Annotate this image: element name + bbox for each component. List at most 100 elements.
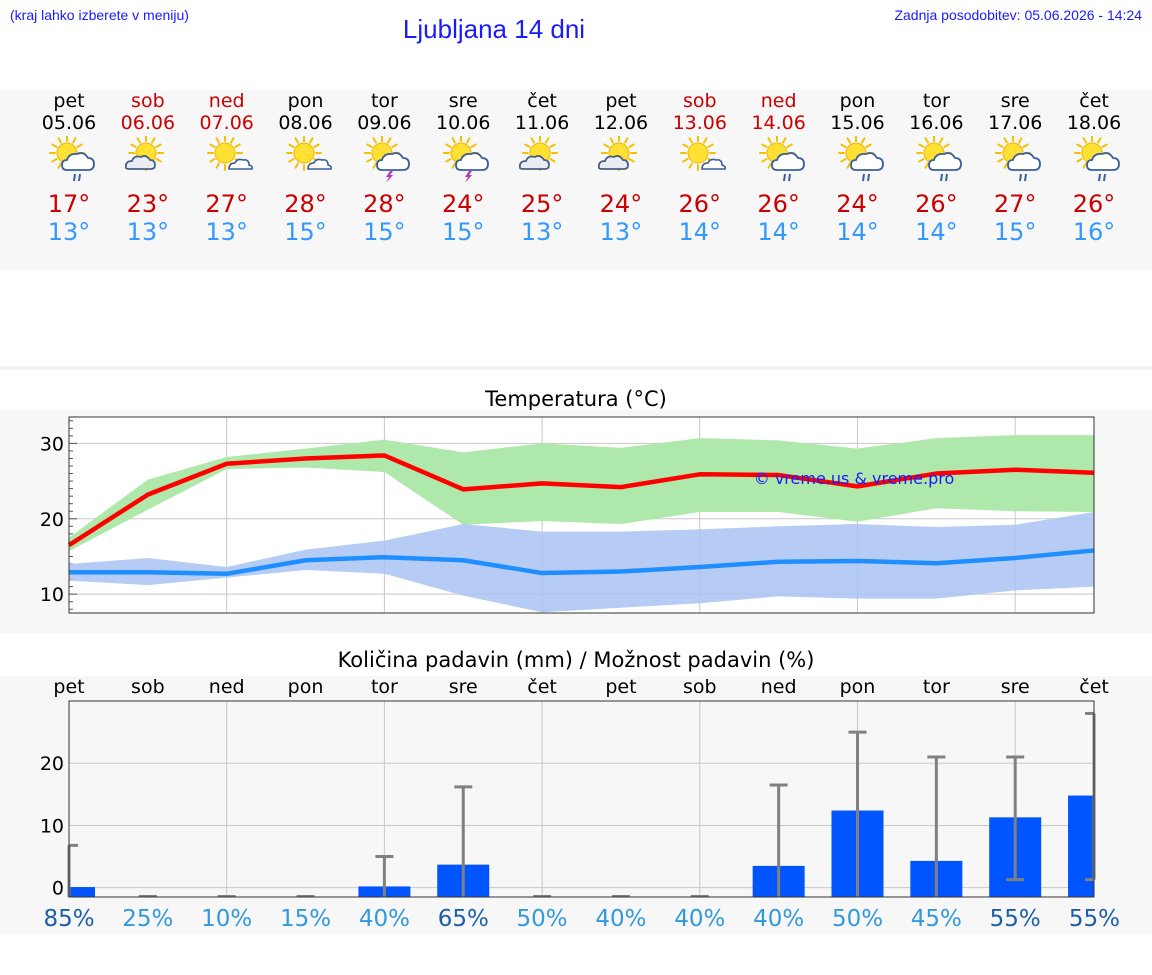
precip-probability: 50% <box>517 906 568 932</box>
max-temperature: 28° <box>284 190 327 218</box>
day-date: 05.06 <box>41 112 97 134</box>
precip-day-label: čet <box>1079 676 1109 698</box>
day-name: čet <box>527 90 557 112</box>
sun-cloud-rain-icon <box>995 136 1042 182</box>
plot-frame <box>68 700 1095 898</box>
day-column: sre 10.06 24° 15° <box>424 90 502 246</box>
day-column: tor 16.06 26° 14° <box>897 90 975 246</box>
max-temperature: 23° <box>126 190 170 218</box>
precip-probability: 40% <box>359 906 410 932</box>
max-temperature: 27° <box>993 190 1037 218</box>
min-temperature: 13° <box>205 218 248 246</box>
y-tick-label: 30 <box>40 433 64 455</box>
day-date: 17.06 <box>987 112 1043 134</box>
min-temperature-line <box>69 548 1095 577</box>
min-temperature: 14° <box>678 218 722 246</box>
precip-day-label: čet <box>527 676 557 698</box>
day-column: ned 07.06 27° 13° <box>188 90 266 246</box>
day-column: pet 12.06 24° 13° <box>582 90 660 246</box>
precip-day-label: sob <box>683 676 717 698</box>
day-name: ned <box>208 90 245 112</box>
day-name: tor <box>922 90 950 112</box>
max-temperature: 17° <box>47 190 91 218</box>
day-date: 12.06 <box>593 112 649 134</box>
day-name: čet <box>1079 90 1109 112</box>
day-name: pet <box>53 90 85 112</box>
precip-probability: 55% <box>990 906 1041 932</box>
precip-probability: 85% <box>43 906 94 932</box>
min-temperature: 15° <box>284 218 327 246</box>
sun-cloud-rain-icon <box>49 136 95 182</box>
sun-cloud-rain-icon <box>916 136 963 182</box>
precip-day-label: tor <box>923 676 950 698</box>
last-updated: Zadnja posodobitev: 05.06.2026 - 14:24 <box>894 7 1142 23</box>
precip-probability: 15% <box>280 906 331 932</box>
day-column: čet 11.06 25° 13° <box>503 90 581 246</box>
day-column: pet 05.06 17° 13° <box>30 90 108 246</box>
day-name: sob <box>683 90 717 112</box>
min-temperature: 15° <box>993 218 1037 246</box>
min-temperature: 15° <box>363 218 406 246</box>
precipitation-chart: pet sob ned pon tor sre čet pet sob ned pon tor sre č… <box>40 676 1120 932</box>
day-column: pon 15.06 24° 14° <box>819 90 897 246</box>
daily-forecast-strip: pet 05.06 17° 13° sob 06.06 23° 13° ned 07.06 27° 1… <box>0 90 1152 270</box>
min-temperature: 13° <box>126 218 170 246</box>
day-column: sob 06.06 23° 13° <box>109 90 187 246</box>
precip-day-label: sre <box>1001 676 1030 698</box>
max-temperature: 28° <box>363 190 406 218</box>
sun-small-cloud-icon <box>679 136 726 171</box>
temperature-chart-panel: 10 20 30 © vreme.us & vreme.pro <box>0 410 1152 634</box>
day-date: 16.06 <box>909 112 964 134</box>
day-date: 07.06 <box>199 112 254 134</box>
max-temperature-line <box>67 453 1095 548</box>
max-temperature: 27° <box>205 190 248 218</box>
y-tick-label: 20 <box>40 509 64 531</box>
precip-day-label: ned <box>209 676 245 698</box>
min-temperature: 13° <box>520 218 564 246</box>
day-column: sob 13.06 26° 14° <box>661 90 739 246</box>
precip-probability: 40% <box>595 906 646 932</box>
max-temperature: 26° <box>915 190 958 218</box>
temperature-chart: 10 20 30 © vreme.us & vreme.pro <box>40 416 1095 614</box>
day-date: 18.06 <box>1066 112 1122 134</box>
day-name: pet <box>605 90 637 112</box>
sun-cloud-icon <box>519 136 559 171</box>
watermark: © vreme.us & vreme.pro <box>754 469 955 488</box>
precip-day-label: pet <box>605 676 636 698</box>
precip-day-label: tor <box>371 676 398 698</box>
precipitation-chart-panel: pet sob ned pon tor sre čet pet sob ned pon tor sre č… <box>0 676 1152 934</box>
sun-cloud-icon <box>124 136 164 171</box>
day-date: 15.06 <box>830 112 885 134</box>
min-temperature: 15° <box>441 218 485 246</box>
day-date: 13.06 <box>672 112 727 134</box>
plot-frame <box>68 416 1095 614</box>
max-temperature: 26° <box>1072 190 1116 218</box>
day-name: sre <box>448 90 478 112</box>
sun-small-cloud-icon <box>285 136 332 171</box>
day-column: sre 17.06 27° 15° <box>976 90 1054 246</box>
min-temperature: 14° <box>915 218 958 246</box>
max-temperature: 24° <box>836 190 879 218</box>
day-column: ned 14.06 26° 14° <box>740 90 818 246</box>
day-column: pon 08.06 28° 15° <box>267 90 345 246</box>
day-column: tor 09.06 28° 15° <box>345 90 423 246</box>
precip-probability: 40% <box>674 906 725 932</box>
page-title: Ljubljana 14 dni <box>402 14 586 44</box>
max-temperature: 26° <box>757 190 800 218</box>
y-tick-label: 20 <box>40 753 64 775</box>
sun-cloud-thunder-icon <box>443 136 490 182</box>
min-temperature: 13° <box>599 218 643 246</box>
sun-cloud-rain-icon <box>837 136 884 182</box>
precip-probability: 25% <box>122 906 173 932</box>
precip-probability: 55% <box>1069 906 1120 932</box>
precip-probability: 65% <box>438 906 489 932</box>
precip-probability: 10% <box>201 906 252 932</box>
temperature-chart-title: Temperatura (°C) <box>485 387 667 411</box>
day-name: tor <box>370 90 398 112</box>
y-tick-label: 0 <box>52 878 64 900</box>
sun-cloud-rain-icon <box>758 136 805 182</box>
y-tick-label: 10 <box>40 584 64 606</box>
precip-day-label: sre <box>449 676 478 698</box>
max-temperature-range-band <box>69 435 1094 552</box>
min-temperature: 16° <box>1072 218 1116 246</box>
